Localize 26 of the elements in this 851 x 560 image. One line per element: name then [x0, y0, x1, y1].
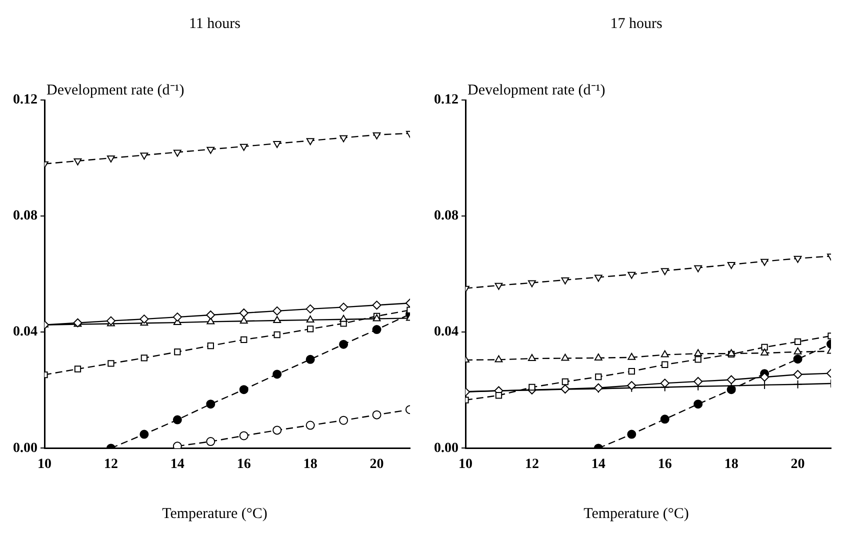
y-tick-label: 0.08: [434, 208, 459, 224]
x-axis-title: Temperature (°C): [162, 506, 268, 523]
y-axis-title: Development rate (d⁻¹): [468, 82, 606, 98]
y-tick-label: 0.04: [12, 324, 38, 340]
y-tick-label: 0.00: [434, 440, 459, 456]
y-tick-label: 0.08: [12, 208, 38, 224]
x-tick-label: 18: [724, 457, 739, 472]
y-tick-label: 0.12: [12, 92, 38, 108]
x-tick-label: 14: [592, 457, 606, 472]
x-tick-label: 10: [458, 457, 473, 472]
x-tick-label: 10: [37, 457, 52, 472]
y-tick-label: 0.00: [12, 440, 38, 456]
x-tick-label: 12: [104, 457, 118, 472]
x-tick-label: 14: [170, 457, 184, 472]
chart-title: 17 hours: [610, 15, 662, 34]
x-tick-label: 16: [658, 457, 672, 472]
x-tick-label: 20: [791, 457, 806, 472]
x-tick-label: 18: [303, 457, 318, 472]
y-tick-label: 0.04: [434, 324, 459, 340]
x-tick-label: 16: [236, 457, 251, 472]
x-axis-title: Temperature (°C): [584, 506, 689, 523]
y-axis-title: Development rate (d⁻¹): [46, 82, 184, 98]
chart-title: 11 hours: [188, 15, 241, 34]
y-tick-label: 0.12: [434, 92, 459, 108]
x-tick-label: 20: [370, 457, 384, 472]
x-tick-label: 12: [525, 457, 540, 472]
